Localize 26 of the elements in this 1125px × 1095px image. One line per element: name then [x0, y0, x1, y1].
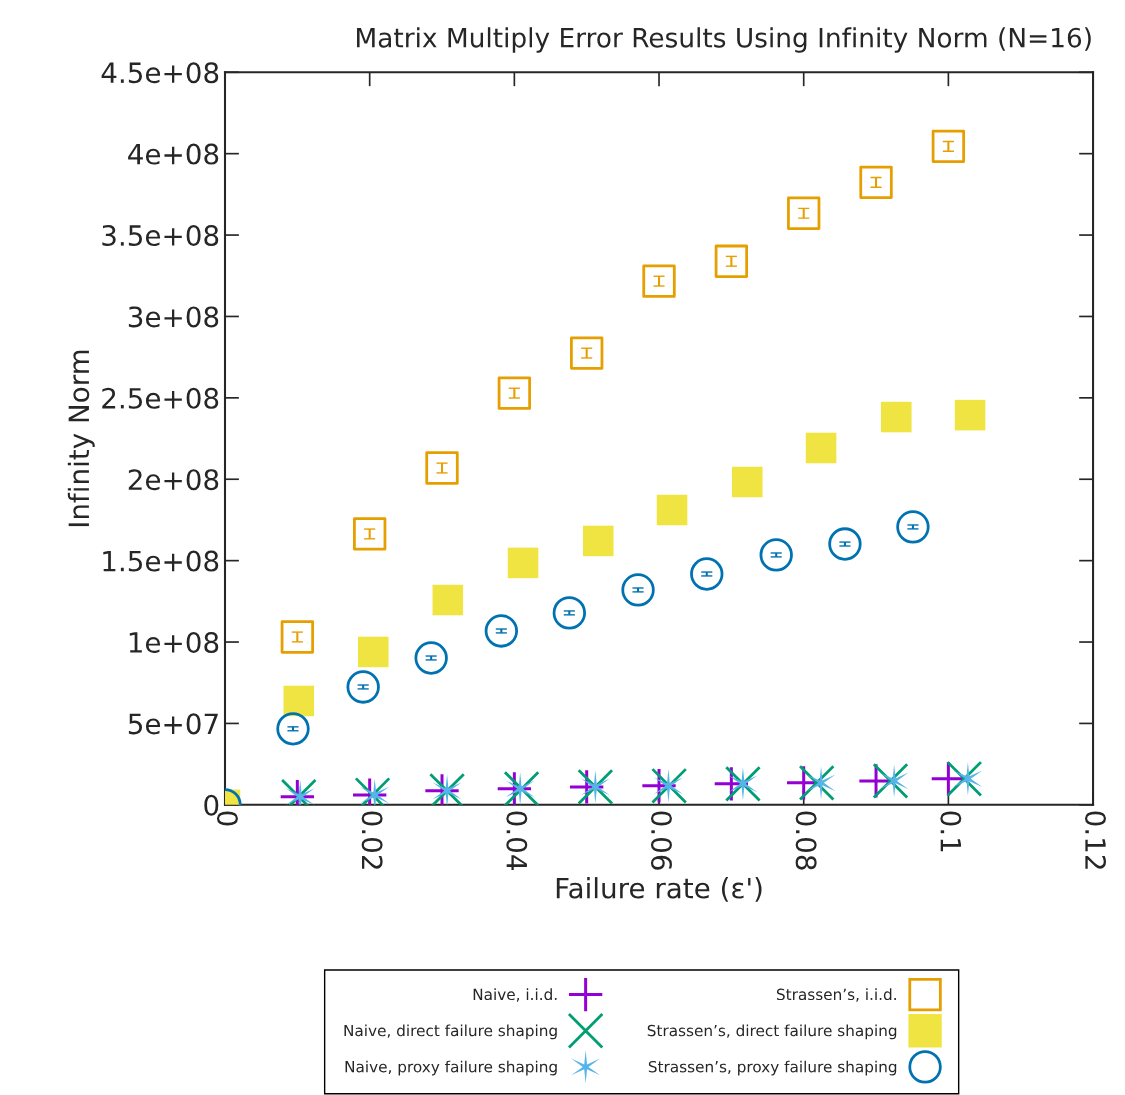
x-tick-label: 0.02	[361, 811, 383, 869]
y-tick-label: 1.5e+08	[103, 550, 219, 572]
y-tick-label: 3e+08	[128, 306, 219, 328]
legend-label: Naive, i.i.d.	[473, 988, 557, 1002]
x-tick-label: 0.06	[650, 811, 672, 870]
y-tick-label: 4.5e+08	[101, 62, 219, 84]
y-tick-label: 1e+08	[129, 631, 219, 653]
legend-label: Strassen’s, proxy failure shaping	[648, 1060, 897, 1076]
legend-label: Strassen’s, direct failure shaping	[647, 1024, 897, 1040]
y-tick-label: 0	[204, 794, 219, 816]
legend-label: Naive, proxy failure shaping	[345, 1060, 557, 1076]
x-tick-label: 0	[216, 811, 238, 826]
x-tick-label: 0.04	[506, 811, 528, 870]
y-tick-label: 2e+08	[128, 469, 219, 491]
y-tick-label: 2.5e+08	[102, 387, 219, 409]
x-tick-label: 0.12	[1084, 811, 1106, 869]
x-axis-title: Failure rate (ε')	[556, 877, 762, 902]
y-axis-title: Infinity Norm	[67, 350, 95, 527]
legend-label: Strassen’s, i.i.d.	[776, 988, 896, 1002]
x-tick-label: 0.1	[940, 811, 962, 852]
y-tick-label: 4e+08	[128, 143, 219, 165]
x-tick-label: 0.08	[795, 811, 817, 870]
chart-title: Matrix Multiply Error Results Using Infinity Norm (N=16)	[357, 27, 1091, 53]
y-tick-label: 5e+07	[128, 713, 218, 735]
y-tick-label: 3.5e+08	[102, 225, 219, 247]
legend-label: Naive, direct failure shaping	[344, 1024, 557, 1040]
